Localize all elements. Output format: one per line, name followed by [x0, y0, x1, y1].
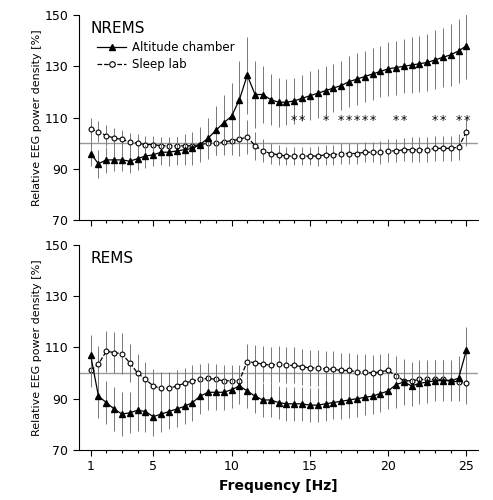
- Text: *: *: [291, 114, 297, 126]
- Text: *: *: [401, 114, 407, 126]
- Text: *: *: [440, 114, 446, 126]
- Text: NREMS: NREMS: [91, 21, 145, 36]
- Text: *: *: [369, 114, 376, 126]
- Y-axis label: Relative EEG power density [%]: Relative EEG power density [%]: [32, 30, 42, 206]
- Text: *: *: [463, 114, 470, 126]
- Y-axis label: Relative EEG power density [%]: Relative EEG power density [%]: [32, 259, 42, 436]
- Text: *: *: [353, 114, 360, 126]
- Text: *: *: [393, 114, 399, 126]
- Text: *: *: [299, 114, 305, 126]
- Text: *: *: [456, 114, 462, 126]
- X-axis label: Frequency [Hz]: Frequency [Hz]: [219, 479, 338, 493]
- Text: *: *: [338, 114, 344, 126]
- Text: REMS: REMS: [91, 251, 134, 266]
- Text: *: *: [432, 114, 438, 126]
- Legend: Altitude chamber, Sleep lab: Altitude chamber, Sleep lab: [97, 42, 235, 71]
- Text: *: *: [322, 114, 329, 126]
- Text: *: *: [346, 114, 352, 126]
- Text: *: *: [361, 114, 368, 126]
